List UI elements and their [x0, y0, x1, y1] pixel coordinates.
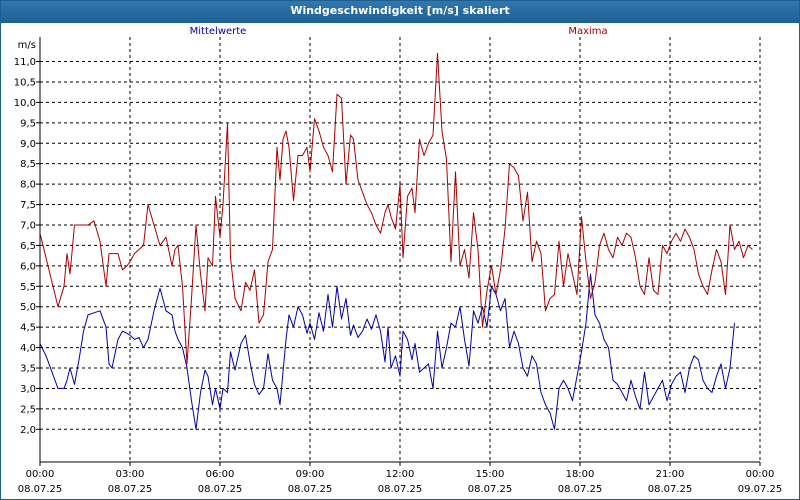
series-line-mittelwerte [39, 273, 735, 430]
y-tick-label: 2,0 [20, 425, 36, 436]
y-tick-label: 9,5 [20, 118, 36, 129]
x-tick-date: 08.07.25 [198, 484, 243, 495]
x-tick-time: 00:00 [746, 469, 775, 480]
x-tick-time: 15:00 [476, 469, 505, 480]
y-tick-label: 6,0 [20, 261, 36, 272]
y-tick-label: 4,0 [20, 343, 36, 354]
y-tick-label: 9,0 [20, 139, 36, 150]
x-tick-date: 08.07.25 [108, 484, 153, 495]
y-tick-label: 5,5 [20, 282, 36, 293]
y-tick-label: 3,5 [20, 364, 36, 375]
x-tick-time: 03:00 [116, 469, 145, 480]
y-tick-label: 2,5 [20, 404, 36, 415]
x-tick-date: 08.07.25 [648, 484, 693, 495]
x-tick-date: 09.07.25 [738, 484, 783, 495]
y-tick-label: 10,0 [14, 98, 36, 109]
x-tick-time: 09:00 [296, 469, 325, 480]
x-tick-time: 18:00 [566, 469, 595, 480]
window-title: Windgeschwindigkeit [m/s] skaliert [1, 1, 799, 23]
x-tick-time: 21:00 [656, 469, 685, 480]
y-tick-label: 8,0 [20, 180, 36, 191]
x-tick-date: 08.07.25 [18, 484, 63, 495]
x-tick-date: 08.07.25 [468, 484, 513, 495]
legend-maxima: Maxima [568, 26, 607, 37]
x-tick-date: 08.07.25 [558, 484, 603, 495]
y-tick-label: 11,0 [14, 57, 36, 68]
y-tick-label: 5,0 [20, 302, 36, 313]
x-tick-time: 12:00 [386, 469, 415, 480]
y-tick-label: 7,0 [20, 220, 36, 231]
x-tick-date: 08.07.25 [378, 484, 423, 495]
x-tick-time: 00:00 [26, 469, 55, 480]
y-tick-label: 8,5 [20, 159, 36, 170]
legend-mittelwerte: Mittelwerte [190, 26, 247, 37]
y-tick-label: 10,5 [14, 77, 36, 88]
y-axis-unit: m/s [18, 40, 36, 51]
y-tick-label: 6,5 [20, 241, 36, 252]
y-tick-label: 3,0 [20, 384, 36, 395]
y-tick-label: 7,5 [20, 200, 36, 211]
x-tick-time: 06:00 [206, 469, 235, 480]
y-tick-label: 4,5 [20, 323, 36, 334]
x-tick-date: 08.07.25 [288, 484, 333, 495]
series-line-maxima [39, 52, 753, 365]
